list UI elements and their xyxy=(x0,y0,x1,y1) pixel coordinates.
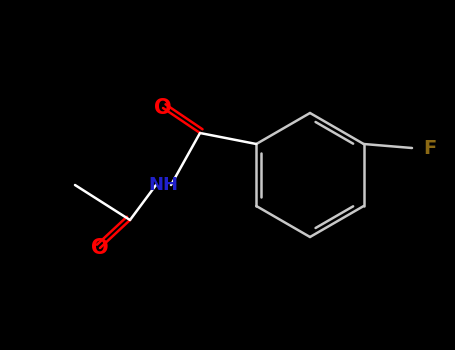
Text: O: O xyxy=(154,98,172,118)
Text: F: F xyxy=(423,139,437,158)
Text: NH: NH xyxy=(148,176,178,194)
Text: O: O xyxy=(91,238,109,258)
